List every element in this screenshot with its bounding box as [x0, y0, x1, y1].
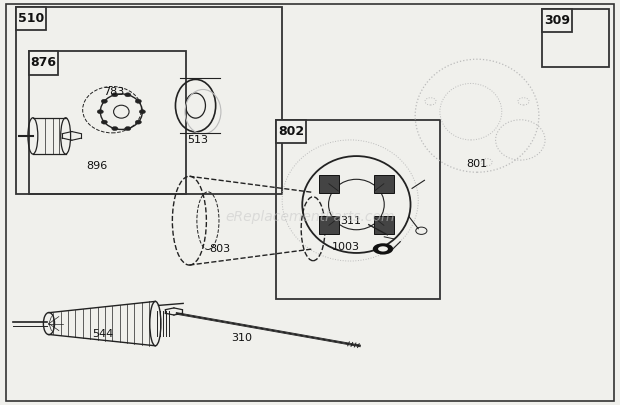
Bar	[374, 175, 394, 193]
Bar	[276, 120, 306, 143]
Text: 513: 513	[187, 135, 208, 145]
Text: 801: 801	[466, 159, 487, 169]
Ellipse shape	[125, 93, 131, 97]
Ellipse shape	[373, 243, 393, 255]
Ellipse shape	[97, 110, 104, 114]
Text: 896: 896	[86, 161, 107, 171]
Text: eReplacementParts.com: eReplacementParts.com	[225, 210, 395, 224]
Ellipse shape	[140, 110, 146, 114]
Text: 510: 510	[18, 12, 44, 25]
Ellipse shape	[112, 126, 118, 130]
Text: 544: 544	[92, 329, 113, 339]
Text: 1003: 1003	[332, 242, 360, 252]
Bar	[276, 120, 440, 299]
Ellipse shape	[135, 99, 141, 103]
Ellipse shape	[112, 93, 118, 97]
Bar	[319, 175, 339, 193]
Bar	[542, 9, 609, 67]
Ellipse shape	[101, 99, 107, 103]
Bar	[319, 216, 339, 234]
Text: 802: 802	[278, 125, 304, 138]
Ellipse shape	[101, 120, 107, 124]
Bar	[542, 9, 572, 32]
Text: 311: 311	[340, 215, 361, 226]
Text: 783: 783	[104, 87, 125, 96]
Bar	[374, 216, 394, 234]
Text: 803: 803	[210, 244, 231, 254]
Ellipse shape	[125, 126, 131, 130]
Ellipse shape	[378, 246, 388, 252]
Bar	[16, 7, 282, 194]
Text: 310: 310	[231, 333, 252, 343]
Text: 876: 876	[30, 56, 56, 69]
Bar	[16, 7, 46, 30]
Bar	[29, 51, 58, 75]
Bar	[29, 51, 186, 194]
Text: 309: 309	[544, 14, 570, 27]
Ellipse shape	[135, 120, 141, 124]
